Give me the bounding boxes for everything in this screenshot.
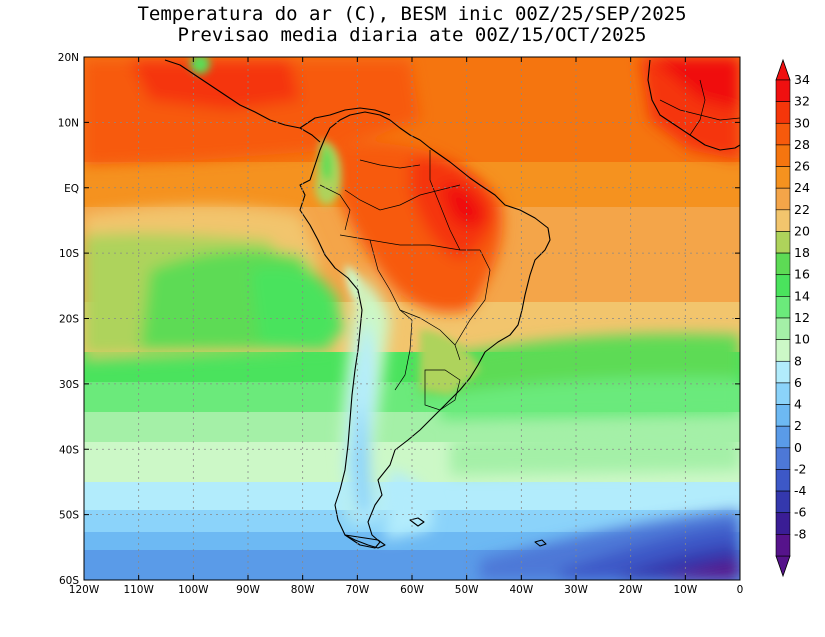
graticule [84, 57, 740, 580]
colorbar-label: -2 [794, 461, 806, 476]
colorbar-swatch [775, 209, 791, 232]
colorbar-label: 0 [794, 440, 802, 455]
longitude-label: 50W [455, 584, 479, 596]
colorbar-swatch [775, 382, 791, 405]
colorbar-label: -8 [794, 526, 807, 541]
south-america-coastline [299, 111, 551, 549]
colorbar-label: 8 [794, 353, 802, 368]
map-title-line-2: Previsao media diaria ate 00Z/15/OCT/202… [177, 24, 647, 46]
colorbar-label: 6 [794, 375, 802, 390]
latitude-label: EQ [64, 183, 79, 195]
colorbar-swatch [775, 166, 791, 189]
latitude-label: 20N [58, 52, 79, 64]
longitude-label: 110W [123, 584, 154, 596]
colorbar-swatch [775, 144, 791, 167]
country-borders [319, 79, 740, 411]
colorbar-label: 30 [794, 115, 810, 130]
colorbar-label: 24 [794, 180, 810, 195]
colorbar-swatch [775, 231, 791, 254]
longitude-label: 0 [737, 584, 744, 596]
colorbar-label: 10 [794, 332, 810, 347]
colorbar-swatch [775, 252, 791, 276]
colorbar-label: -4 [794, 483, 807, 498]
colorbar-label: 4 [794, 397, 802, 412]
colorbar-label: 12 [794, 310, 810, 325]
colorbar-swatch [775, 512, 791, 535]
colorbar-swatch [775, 425, 791, 449]
colorbar-label: -6 [794, 505, 807, 520]
longitude-label: 60W [400, 584, 424, 596]
tierra-del-fuego [344, 534, 386, 549]
longitude-label: 100W [178, 584, 209, 596]
colorbar-label: 34 [794, 72, 810, 87]
colorbar-swatch [775, 274, 791, 297]
longitude-label: 90W [236, 584, 260, 596]
colorbar-swatch [775, 122, 791, 146]
caribbean-coast [299, 107, 391, 129]
longitude-labels: 120W 110W 100W 90W 80W 70W 60W 50W 40W 30W 20W 10W 0 [69, 584, 744, 596]
axis-ticks [83, 56, 741, 581]
coastlines [164, 59, 740, 549]
colorbar-label: 22 [794, 202, 810, 217]
colorbar-top-arrow [775, 58, 791, 81]
colorbar-label: 16 [794, 267, 810, 282]
colorbar-label: 32 [794, 94, 810, 109]
colorbar-swatch [775, 317, 791, 340]
central-america-coastline [164, 59, 321, 143]
longitude-label: 70W [345, 584, 369, 596]
longitude-label: 20W [619, 584, 643, 596]
colorbar-swatch [775, 469, 791, 492]
colorbar-swatch [775, 404, 791, 427]
colorbar-swatch [775, 187, 791, 211]
longitude-label: 120W [69, 584, 100, 596]
latitude-label: 40S [59, 444, 79, 456]
africa-coastline [647, 59, 740, 151]
latitude-label: 30S [59, 379, 79, 391]
latitude-label: 50S [59, 510, 79, 522]
longitude-label: 80W [291, 584, 315, 596]
colorbar-swatch [775, 79, 791, 102]
colorbar-label: 28 [794, 137, 810, 152]
colorbar-swatch [775, 339, 791, 362]
colorbar-swatch [775, 447, 791, 470]
map-title-line-1: Temperatura do ar (C), BESM inic 00Z/25/… [137, 3, 687, 25]
colorbar-swatch [775, 101, 791, 124]
colorbar-label: 14 [794, 288, 810, 303]
longitude-label: 10W [673, 584, 697, 596]
colorbar-label: 18 [794, 245, 810, 260]
latitude-label: 20S [59, 314, 79, 326]
colorbar-swatch [775, 490, 791, 514]
colorbar-swatch [775, 534, 791, 557]
colorbar-label: 26 [794, 159, 810, 174]
longitude-label: 40W [509, 584, 533, 596]
south-georgia [534, 539, 547, 547]
longitude-label: 30W [564, 584, 588, 596]
latitude-labels: 20N 10N EQ 10S 20S 30S 40S 50S 60S [58, 52, 80, 587]
colorbar-swatch [775, 360, 791, 384]
latitude-label: 10N [58, 117, 79, 129]
colorbar-swatch [775, 296, 791, 319]
colorbar-label: 2 [794, 418, 802, 433]
latitude-label: 60S [59, 575, 79, 587]
colorbar-bottom-arrow [775, 555, 791, 578]
latitude-label: 10S [59, 248, 79, 260]
colorbar-label: 20 [794, 223, 810, 238]
falkland-islands [409, 517, 425, 527]
